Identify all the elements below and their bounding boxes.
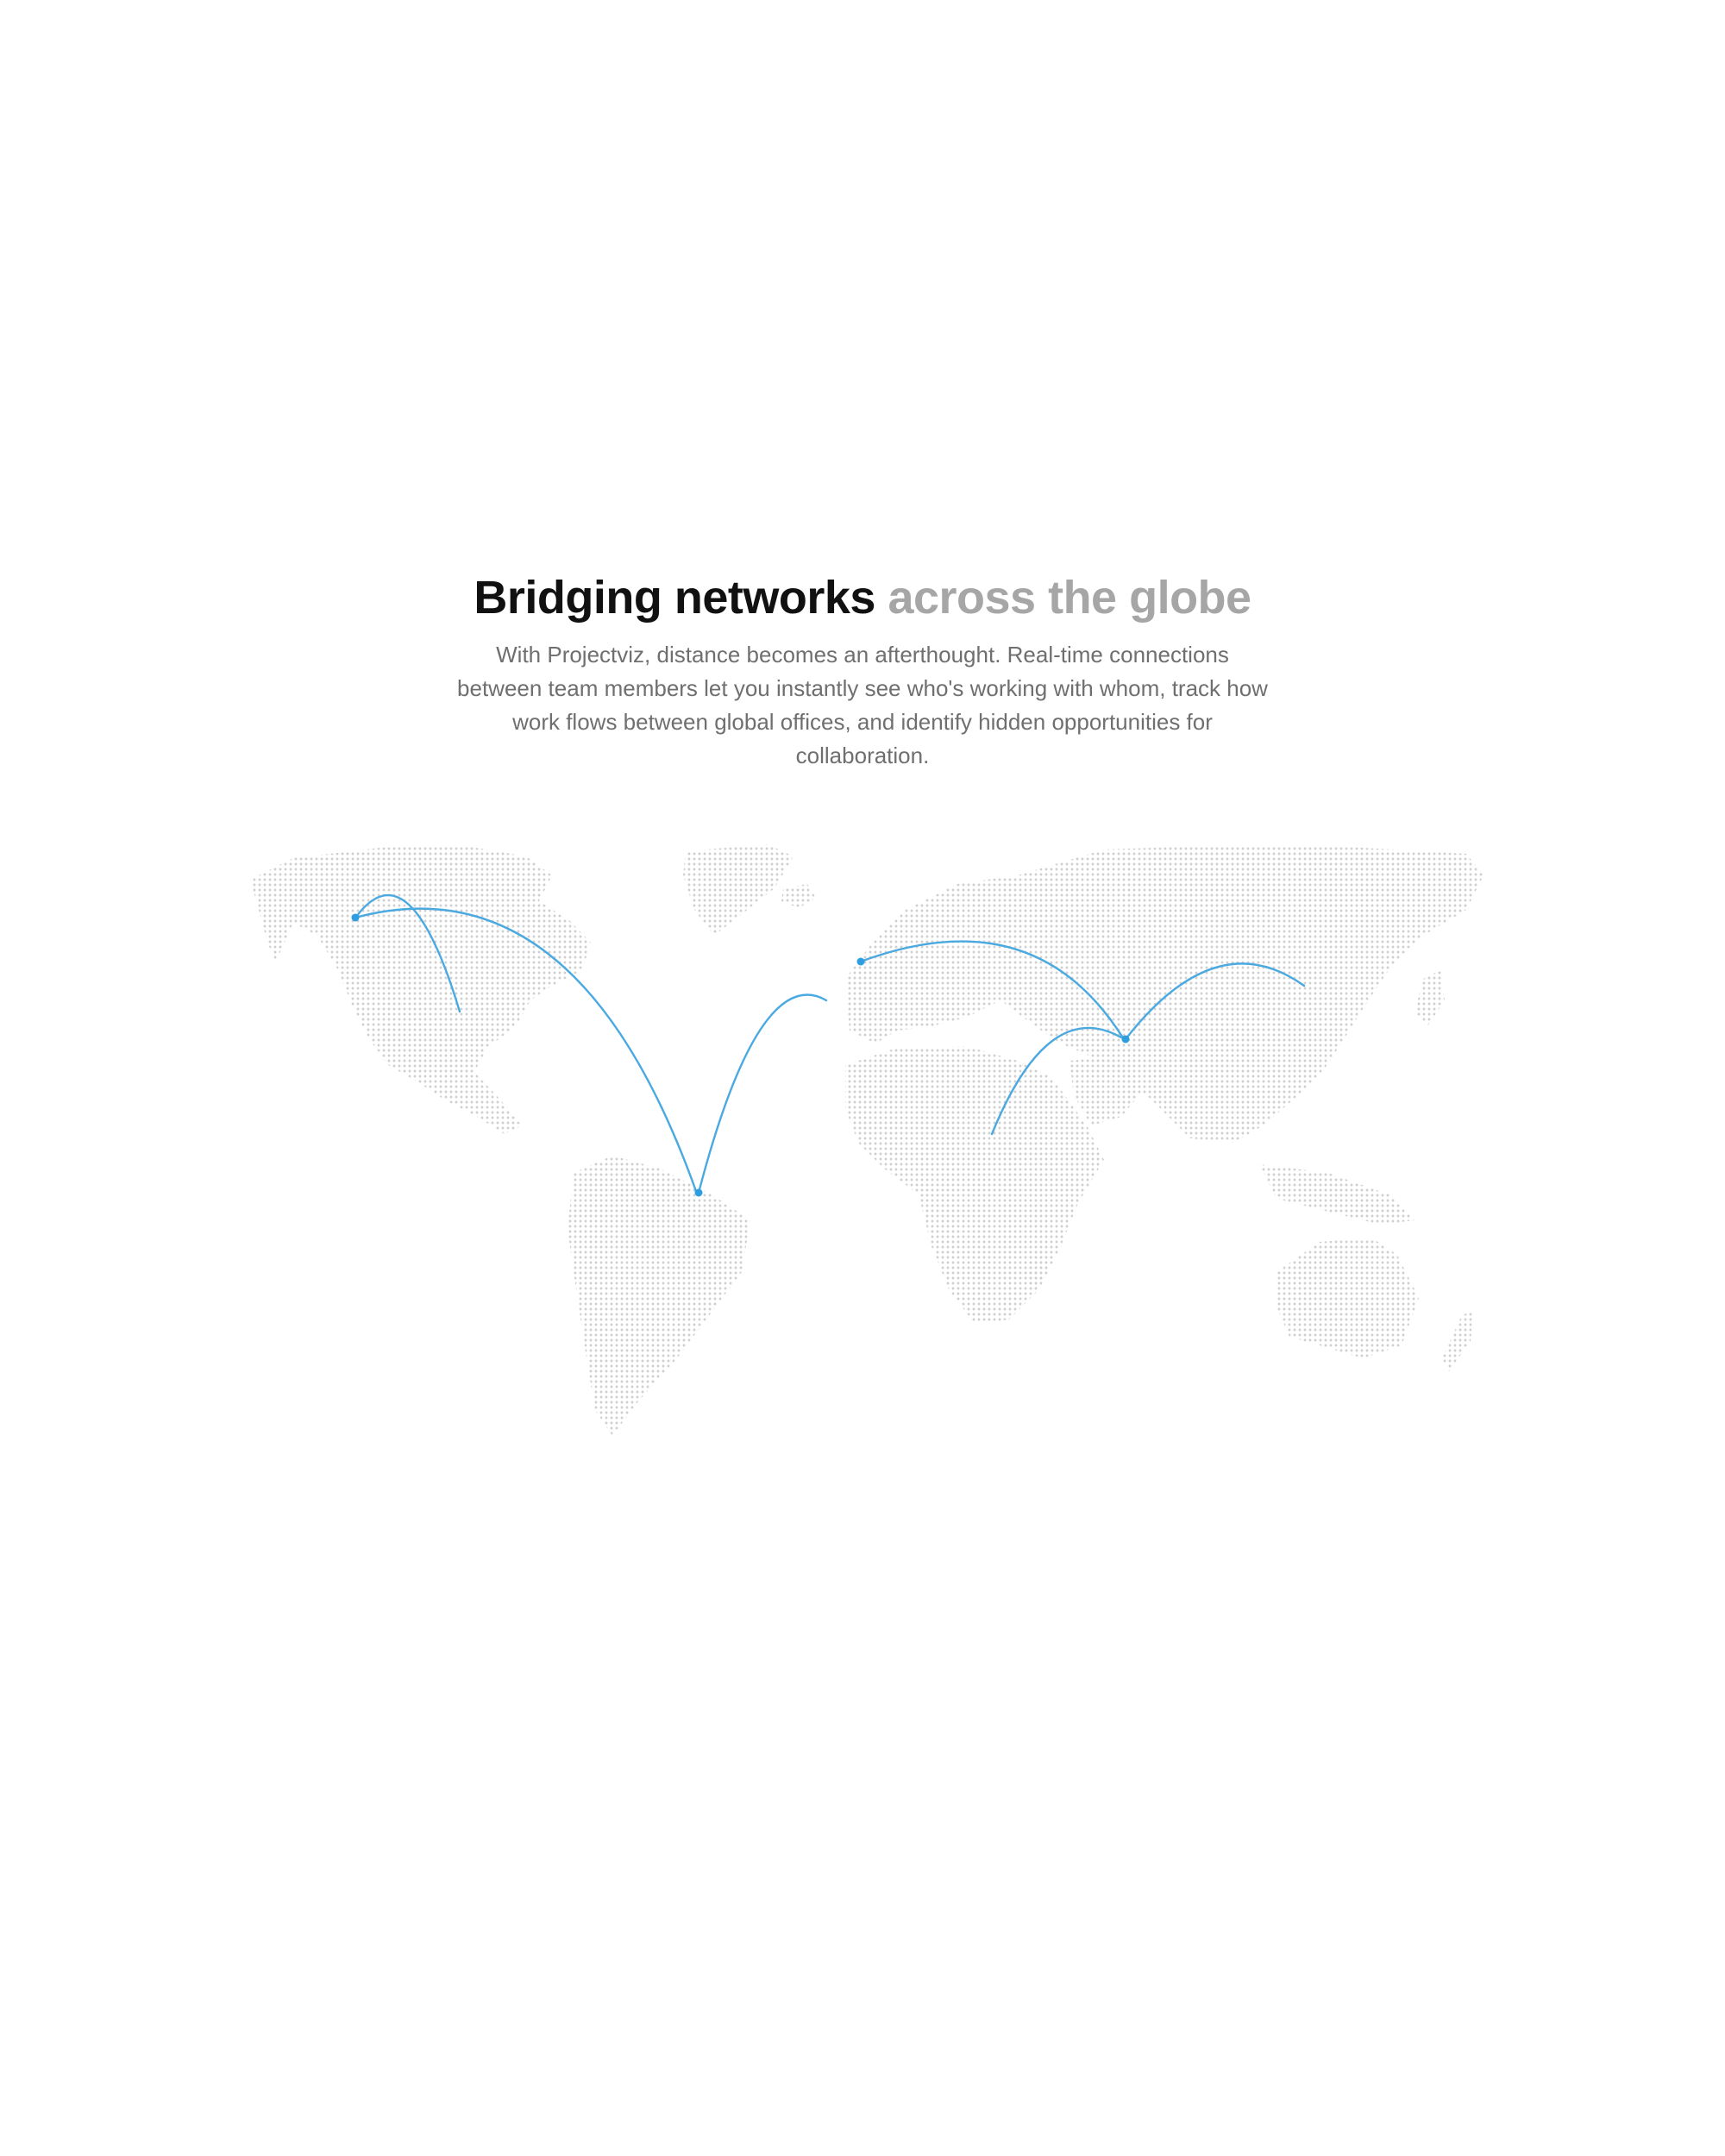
hub-dot bbox=[1121, 1035, 1130, 1044]
iceland-shape bbox=[781, 884, 816, 908]
japan-shape bbox=[1414, 970, 1445, 1026]
section-description: With Projectviz, distance becomes an aft… bbox=[457, 642, 1268, 768]
dotted-world-map bbox=[242, 841, 1484, 1436]
connection-arc bbox=[859, 940, 1126, 1041]
section-headline: Bridging networks across the globe bbox=[0, 567, 1725, 628]
connection-arc bbox=[697, 993, 828, 1194]
asia-shape bbox=[1000, 845, 1484, 1143]
office-hubs bbox=[351, 913, 1130, 1197]
africa-shape bbox=[845, 1046, 1104, 1324]
europe-shape bbox=[845, 875, 1044, 1044]
australia-shape bbox=[1276, 1238, 1419, 1358]
hub-dot bbox=[351, 913, 360, 922]
north-america-shape bbox=[250, 846, 591, 1134]
greenland-shape bbox=[683, 844, 794, 936]
connection-arc bbox=[354, 893, 461, 1013]
connection-arc bbox=[1124, 962, 1306, 1041]
arabia-shape bbox=[1070, 1056, 1143, 1125]
madagascar-shape bbox=[1025, 1246, 1048, 1294]
headline-muted: across the globe bbox=[888, 572, 1251, 624]
connection-arc bbox=[354, 907, 699, 1195]
connection-arcs bbox=[354, 893, 1306, 1195]
south-america-shape bbox=[568, 1156, 750, 1436]
connection-arc bbox=[990, 1026, 1123, 1136]
southeast-asia-shape bbox=[1259, 1164, 1414, 1225]
new-zealand-shape bbox=[1442, 1311, 1473, 1371]
world-map-svg bbox=[250, 844, 1484, 1436]
hub-dot bbox=[856, 957, 865, 966]
continent-shapes bbox=[250, 844, 1484, 1436]
headline-strong: Bridging networks bbox=[474, 572, 875, 624]
hub-dot bbox=[694, 1188, 703, 1197]
